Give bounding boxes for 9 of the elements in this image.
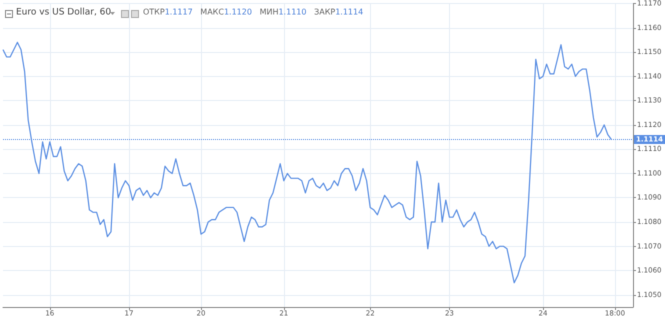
- annotation: МАКС: [200, 8, 224, 16]
- annotation: 1.1117: [164, 8, 193, 16]
- chart-title: Euro vs US Dollar, 60: [16, 8, 112, 18]
- annotation: ОТКР: [143, 8, 165, 16]
- annotation: 1.1110: [278, 8, 306, 16]
- annotation: 1.1114: [335, 8, 364, 16]
- annotation: МИН: [260, 8, 278, 16]
- annotation: ЗАКР: [314, 8, 336, 16]
- annotation: 1.1120: [224, 8, 252, 16]
